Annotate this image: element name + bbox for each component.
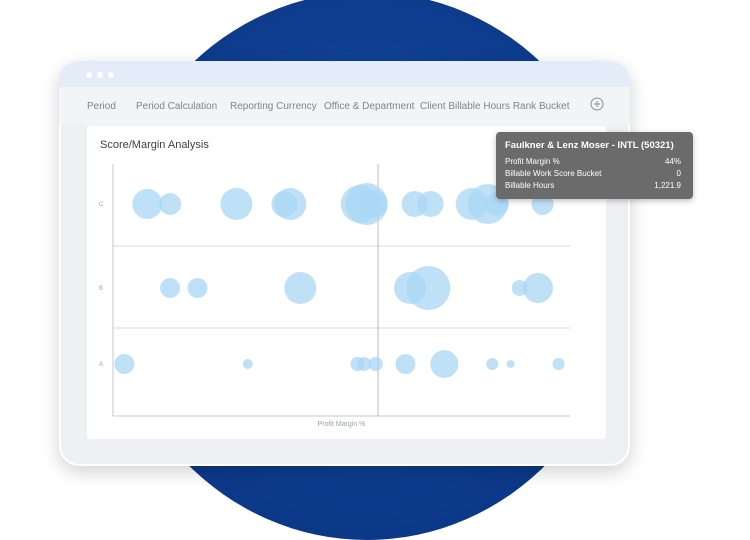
bubble: [359, 190, 388, 218]
tooltip-row: Profit Margin % 44%: [505, 157, 681, 166]
bubble: [506, 360, 515, 368]
bubble: [284, 272, 317, 304]
title-bar: [59, 61, 630, 87]
filter-office-department[interactable]: Office & Department: [324, 101, 415, 112]
bubble: [114, 354, 135, 374]
tooltip-label: Billable Work Score Bucket: [505, 169, 602, 178]
tooltip-value: 1,221.9: [654, 181, 681, 190]
tooltip-title: Faulkner & Lenz Moser - INTL (50321): [505, 140, 674, 151]
filter-period[interactable]: Period: [87, 101, 116, 112]
bubble: [160, 278, 181, 298]
tooltip-label: Billable Hours: [505, 181, 555, 190]
bubble: [417, 191, 444, 217]
bubble: [395, 354, 416, 374]
app-window: Period Period Calculation Reporting Curr…: [59, 61, 630, 466]
bubble: [368, 357, 383, 371]
row-label: C: [99, 202, 104, 208]
bubble: [274, 188, 307, 220]
bubble: [406, 266, 451, 310]
tooltip-row: Billable Hours 1,221.9: [505, 181, 681, 190]
window-dot-icon[interactable]: [108, 72, 114, 78]
add-filter-icon[interactable]: [590, 97, 604, 111]
bubble: [486, 358, 499, 370]
filter-reporting-currency[interactable]: Reporting Currency: [230, 101, 317, 112]
x-axis-label: Profit Margin %: [318, 421, 366, 428]
bubble: [220, 188, 253, 220]
bubble: [187, 278, 208, 298]
tooltip-label: Profit Margin %: [505, 157, 560, 166]
bubble: [552, 358, 565, 370]
bubble: [357, 357, 372, 371]
filter-period-calculation[interactable]: Period Calculation: [136, 101, 218, 112]
window-dot-icon[interactable]: [97, 72, 103, 78]
row-label: B: [99, 286, 103, 292]
tooltip-row: Billable Work Score Bucket 0: [505, 169, 681, 178]
window-dot-icon[interactable]: [86, 72, 92, 78]
bubble: [159, 193, 182, 215]
bubble: [430, 350, 459, 378]
chart-title: Score/Margin Analysis: [100, 139, 209, 151]
tooltip-value: 44%: [664, 157, 681, 166]
tooltip-value: 0: [676, 169, 681, 178]
bubble: [523, 273, 554, 303]
chart-tooltip: Faulkner & Lenz Moser - INTL (50321) Pro…: [496, 132, 693, 199]
filter-client-billable-hours-rank-bucket[interactable]: Client Billable Hours Rank Bucket: [420, 101, 570, 112]
filter-toolbar: Period Period Calculation Reporting Curr…: [59, 87, 630, 125]
bubble: [132, 189, 163, 219]
bubble: [242, 359, 253, 369]
row-label: A: [99, 362, 103, 368]
